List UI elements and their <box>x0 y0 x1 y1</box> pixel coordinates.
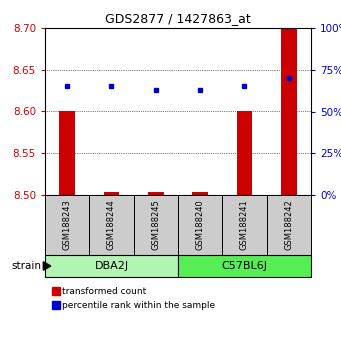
Text: transformed count: transformed count <box>62 286 146 296</box>
Text: GSM188240: GSM188240 <box>196 200 205 250</box>
Text: percentile rank within the sample: percentile rank within the sample <box>62 301 215 309</box>
Text: DBA2J: DBA2J <box>94 261 129 271</box>
Bar <box>178 195 222 255</box>
Text: GSM188242: GSM188242 <box>284 200 293 250</box>
Bar <box>134 195 178 255</box>
Text: GSM188245: GSM188245 <box>151 200 160 250</box>
Bar <box>267 195 311 255</box>
Bar <box>237 112 252 195</box>
Title: GDS2877 / 1427863_at: GDS2877 / 1427863_at <box>105 12 251 25</box>
Bar <box>104 193 119 195</box>
Bar <box>192 193 208 195</box>
Bar <box>89 195 134 255</box>
Bar <box>59 112 75 195</box>
Text: GSM188243: GSM188243 <box>63 200 72 250</box>
Text: GSM188241: GSM188241 <box>240 200 249 250</box>
Bar <box>281 28 297 195</box>
Bar <box>45 195 89 255</box>
Bar <box>45 255 178 277</box>
Text: strain: strain <box>12 261 42 271</box>
Text: C57BL6J: C57BL6J <box>222 261 267 271</box>
Text: GSM188244: GSM188244 <box>107 200 116 250</box>
Bar <box>148 193 164 195</box>
Bar <box>222 195 267 255</box>
Bar <box>178 255 311 277</box>
